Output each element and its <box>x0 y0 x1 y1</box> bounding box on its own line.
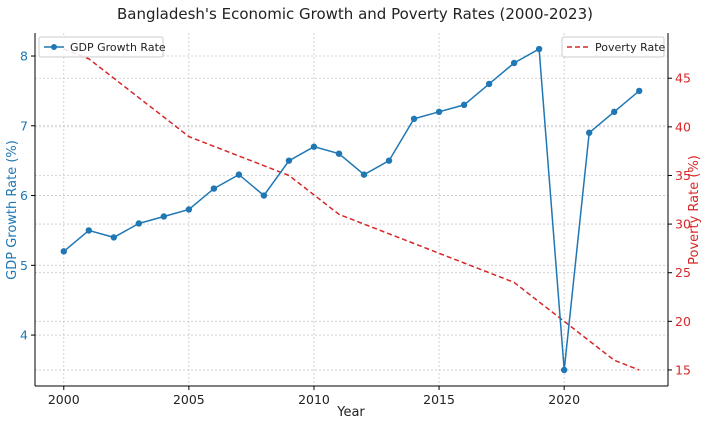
y-axis-left-label: GDP Growth Rate (%) <box>5 140 20 280</box>
chart-title: Bangladesh's Economic Growth and Poverty… <box>117 5 593 23</box>
y-tick-label-left: 8 <box>20 49 28 64</box>
legend-gdp: GDP Growth Rate <box>38 36 166 58</box>
x-tick-label: 2015 <box>423 392 455 407</box>
gdp-point <box>560 366 568 374</box>
y-tick-label-right: 45 <box>675 71 691 86</box>
gdp-point <box>585 129 593 136</box>
y-tick-label-right: 40 <box>675 119 691 134</box>
x-tick-label: 2010 <box>298 392 330 407</box>
series-layer <box>60 45 643 374</box>
gdp-point <box>110 234 118 241</box>
poverty-rate-line <box>63 48 640 371</box>
gdp-point <box>410 115 418 123</box>
legend-gdp-swatch-marker <box>51 44 57 50</box>
x-axis-label: Year <box>336 405 365 420</box>
legend-poverty: Poverty Rate <box>561 36 666 58</box>
x-tick-label: 2005 <box>173 392 205 407</box>
gdp-point <box>435 108 443 116</box>
gdp-point <box>185 206 193 213</box>
gdp-point <box>210 185 218 192</box>
gdp-point <box>335 150 343 157</box>
gdp-point <box>310 143 318 150</box>
gdp-point <box>611 108 618 116</box>
legend-gdp-label: GDP Growth Rate <box>70 41 166 54</box>
gdp-point <box>385 157 393 164</box>
gdp-point <box>510 59 518 67</box>
y-tick-label-right: 20 <box>675 314 691 329</box>
gdp-growth-line <box>63 47 640 371</box>
legend-poverty-label: Poverty Rate <box>595 41 666 54</box>
gdp-point <box>535 45 543 53</box>
legend-gdp-box <box>38 36 164 58</box>
y-tick-label-right: 15 <box>675 362 691 377</box>
legend-poverty-box <box>561 36 665 58</box>
gdp-point <box>485 80 493 88</box>
y-axis-right-label: Poverty Rate (%) <box>687 155 702 265</box>
y-tick-label-left: 7 <box>20 118 28 133</box>
gdp-point <box>460 101 468 109</box>
gdp-point <box>360 171 368 178</box>
gdp-point <box>636 87 643 95</box>
gdp-point <box>85 227 92 234</box>
gdp-point <box>160 213 168 220</box>
x-tick-label: 2020 <box>548 392 580 407</box>
gdp-point <box>285 157 293 164</box>
x-tick-label: 2000 <box>48 392 80 407</box>
y-tick-label-left: 5 <box>20 258 28 273</box>
y-tick-label-left: 6 <box>20 188 28 203</box>
y-tick-label-left: 4 <box>20 328 28 343</box>
y-tick-label-right: 30 <box>675 217 691 232</box>
gdp-point <box>135 220 143 227</box>
gdp-point <box>235 171 243 178</box>
gdp-point <box>260 192 268 199</box>
grid-layer <box>35 33 668 386</box>
y-tick-label-right: 25 <box>675 265 691 280</box>
legend-layer: GDP Growth Rate Poverty Rate <box>38 36 666 58</box>
gdp-point <box>60 248 67 255</box>
y-tick-label-right: 35 <box>675 168 691 183</box>
